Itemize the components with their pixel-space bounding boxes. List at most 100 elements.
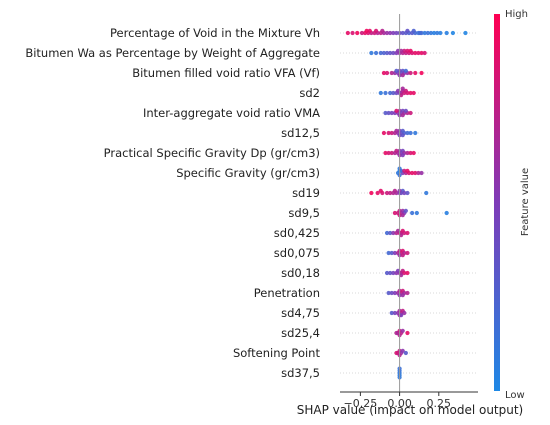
shap-point [364, 28, 369, 33]
shap-point [378, 188, 383, 193]
shap-point [405, 230, 410, 236]
shap-point [408, 110, 413, 116]
x-axis-ticks: −0.25 0.00 0.25 [344, 392, 451, 410]
shap-point [391, 270, 396, 276]
shap-point [383, 150, 388, 156]
shap-point [400, 253, 405, 258]
shap-point [405, 28, 410, 33]
shap-point [402, 230, 407, 236]
shap-point [392, 290, 397, 296]
shap-point [388, 270, 393, 276]
shap-point [400, 30, 405, 36]
shap-points [345, 28, 468, 380]
shap-point [386, 130, 391, 136]
shap-point [392, 250, 397, 256]
shap-point [389, 110, 394, 116]
shap-point [413, 130, 418, 136]
shap-point [405, 130, 410, 136]
shap-point [400, 73, 405, 78]
feature-label: sd0,075 [274, 246, 320, 260]
shap-point [450, 30, 456, 36]
shap-point [399, 273, 404, 278]
shap-point [403, 208, 408, 213]
x-tick-label: 0.00 [387, 397, 412, 410]
shap-point [405, 250, 410, 256]
shap-point [384, 190, 390, 196]
shap-point [402, 310, 407, 316]
shap-point [431, 30, 437, 36]
feature-label: sd19 [292, 186, 320, 200]
shap-point [408, 150, 413, 156]
shap-point [411, 150, 416, 156]
shap-point [389, 130, 394, 136]
shap-point [394, 148, 399, 153]
shap-point [403, 108, 408, 113]
shap-point [394, 108, 399, 113]
shap-point [416, 50, 421, 56]
shap-point [369, 50, 374, 56]
shap-point [408, 130, 413, 136]
feature-label: Practical Specific Gravity Dp (gr/cm3) [104, 146, 320, 160]
shap-point [378, 50, 383, 56]
shap-point [419, 170, 424, 176]
shap-point [399, 233, 404, 238]
shap-point [386, 250, 391, 256]
shap-point [384, 270, 390, 276]
shap-point [413, 50, 418, 56]
shap-point [405, 48, 410, 53]
shap-point [386, 110, 391, 116]
shap-point [416, 170, 421, 176]
shap-point [384, 230, 390, 236]
shap-point [399, 313, 404, 318]
shap-point [405, 150, 410, 156]
shap-point [367, 28, 372, 33]
shap-point [400, 153, 405, 158]
x-tick-label: −0.25 [344, 397, 378, 410]
shap-point [350, 30, 355, 36]
shap-point [388, 50, 393, 56]
shap-point [392, 210, 397, 216]
shap-point [378, 90, 383, 96]
shap-point [403, 68, 408, 73]
shap-point [394, 128, 399, 133]
shap-point [411, 28, 416, 33]
shap-point [388, 30, 393, 36]
feature-label: sd4,75 [281, 306, 320, 320]
shap-point [400, 348, 405, 353]
shap-point [413, 170, 418, 176]
shap-point [425, 30, 430, 36]
shap-point [410, 210, 415, 216]
shap-point [373, 50, 379, 56]
feature-label: sd9,5 [288, 206, 320, 220]
shap-point [403, 88, 408, 93]
feature-label: sd0,425 [274, 226, 320, 240]
shap-point [399, 48, 404, 53]
feature-label: Softening Point [233, 346, 321, 360]
shap-point [399, 93, 404, 98]
shap-point [384, 30, 390, 36]
shap-point [355, 30, 360, 36]
shap-point [405, 190, 410, 196]
shap-point [408, 90, 413, 96]
colorbar-high-label: High [505, 9, 528, 20]
shap-point [389, 310, 394, 316]
feature-label: sd0,18 [281, 266, 320, 280]
shap-point [395, 268, 401, 273]
shap-point [380, 28, 385, 33]
shap-point [419, 50, 424, 56]
shap-point [389, 290, 394, 296]
shap-point [381, 70, 387, 76]
shap-point [402, 48, 407, 53]
shap-point [392, 188, 397, 193]
shap-point [345, 30, 350, 36]
shap-point [422, 50, 427, 56]
shap-point [403, 350, 408, 356]
feature-label: Specific Gravity (gr/cm3) [176, 166, 320, 180]
feature-label: sd2 [299, 86, 320, 100]
shap-point [463, 30, 468, 36]
shap-point [386, 290, 391, 296]
shap-point [389, 250, 394, 256]
shap-point [435, 30, 440, 36]
shap-point [405, 270, 410, 276]
